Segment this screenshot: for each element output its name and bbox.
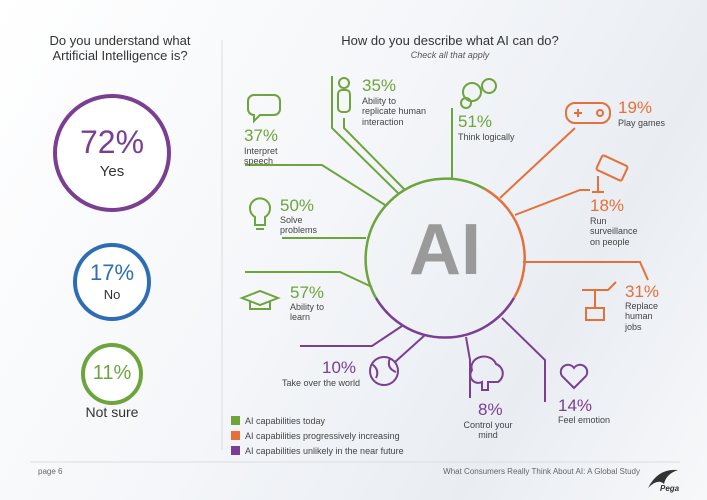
item-label: Replace human jobs xyxy=(625,301,659,332)
item-value: 57% xyxy=(290,283,325,302)
purple-icons xyxy=(369,355,589,391)
item-label: Play games xyxy=(618,118,666,128)
purple-spokes xyxy=(300,317,546,402)
logo-mark xyxy=(648,469,678,488)
hub xyxy=(364,177,526,339)
item-value: 50% xyxy=(280,196,315,215)
item-label: Control your mind xyxy=(463,420,513,441)
title: How do you describe what AI can do? xyxy=(341,33,559,48)
item-label: Run surveillance on people xyxy=(590,216,638,247)
legend-label: AI capabilities unlikely in the near fut… xyxy=(245,446,404,456)
study-title: What Consumers Really Think About AI: A … xyxy=(443,467,640,476)
yes-circle xyxy=(53,94,171,212)
item-label: Solve problems xyxy=(280,215,318,236)
item-value: 8% xyxy=(478,400,503,419)
answer-label: Not sure xyxy=(85,404,139,420)
item-value: 18% xyxy=(590,196,625,215)
item-value: 37% xyxy=(244,126,279,145)
green-spokes xyxy=(245,76,453,288)
answer-label: No xyxy=(103,287,121,302)
answer-value: 11% xyxy=(92,362,132,384)
item-label: Interpret speech xyxy=(244,146,278,167)
item-label: Think logically xyxy=(458,132,515,142)
answer-label: Yes xyxy=(99,163,125,180)
no-circle xyxy=(73,243,151,321)
orange-spokes xyxy=(499,127,649,281)
answer-value: 17% xyxy=(89,260,135,285)
item-label: Ability to learn xyxy=(290,302,325,323)
item-label: Feel emotion xyxy=(558,415,611,425)
legend-label: AI capabilities progressively increasing xyxy=(245,431,400,441)
center-label: AI xyxy=(409,210,481,290)
item-value: 51% xyxy=(458,112,493,131)
item-value: 19% xyxy=(618,98,653,117)
question: Do you understand what Artificial Intell… xyxy=(49,33,191,63)
page-number: page 6 xyxy=(38,467,63,476)
item-value: 10% xyxy=(322,358,357,377)
orange-icons xyxy=(565,102,629,321)
not-sure-circle xyxy=(81,343,143,405)
green-icons xyxy=(239,77,497,310)
item-value: 31% xyxy=(625,282,660,301)
subtitle: Check all that apply xyxy=(410,50,490,60)
item-value: 14% xyxy=(558,396,593,415)
answer-value: 72% xyxy=(79,124,145,160)
legend-swatch xyxy=(231,446,240,455)
item-label: Take over the world xyxy=(282,378,361,388)
legend-label: AI capabilities today xyxy=(245,416,326,426)
item-value: 35% xyxy=(362,76,397,95)
logo-text: Pega xyxy=(660,484,680,493)
legend-swatch xyxy=(231,431,240,440)
item-label: Ability to replicate human interaction xyxy=(362,96,427,127)
legend-swatch xyxy=(231,416,240,425)
